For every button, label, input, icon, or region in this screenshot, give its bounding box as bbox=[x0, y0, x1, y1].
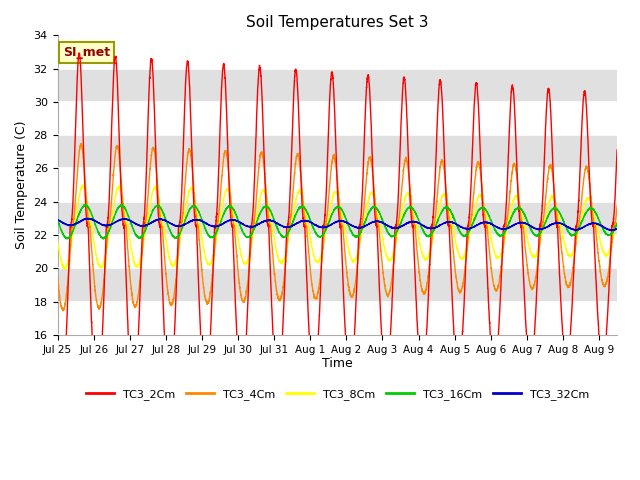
Bar bbox=[58, 135, 617, 168]
Line: TC3_16Cm: TC3_16Cm bbox=[58, 204, 617, 239]
TC3_8Cm bbox=[60, 266, 68, 272]
TC3_8Cm bbox=[202, 255, 210, 261]
TC3_4Cm bbox=[59, 308, 67, 313]
TC3_32Cm bbox=[96, 221, 104, 227]
TC3_32Cm bbox=[513, 220, 521, 226]
TC3_2Cm bbox=[564, 352, 572, 358]
TC3_8Cm bbox=[455, 251, 463, 257]
TC3_4Cm bbox=[54, 274, 61, 279]
TC3_8Cm bbox=[564, 252, 572, 258]
TC3_4Cm bbox=[222, 149, 230, 155]
TC3_8Cm bbox=[79, 182, 87, 188]
Line: TC3_32Cm: TC3_32Cm bbox=[58, 218, 617, 230]
Y-axis label: Soil Temperature (C): Soil Temperature (C) bbox=[15, 121, 28, 250]
TC3_16Cm bbox=[222, 206, 230, 212]
TC3_2Cm bbox=[96, 373, 104, 379]
Bar bbox=[58, 301, 617, 335]
TC3_4Cm bbox=[455, 287, 463, 293]
TC3_32Cm bbox=[84, 216, 92, 221]
TC3_32Cm bbox=[54, 216, 61, 222]
TC3_16Cm bbox=[54, 216, 61, 222]
TC3_8Cm bbox=[96, 264, 104, 269]
Title: Soil Temperatures Set 3: Soil Temperatures Set 3 bbox=[246, 15, 429, 30]
TC3_4Cm bbox=[202, 298, 210, 303]
TC3_2Cm bbox=[455, 370, 463, 375]
TC3_2Cm bbox=[76, 50, 83, 56]
Bar bbox=[58, 168, 617, 202]
TC3_16Cm bbox=[100, 236, 108, 242]
TC3_4Cm bbox=[613, 204, 621, 209]
Text: SI_met: SI_met bbox=[63, 46, 110, 59]
TC3_32Cm bbox=[455, 222, 463, 228]
Bar bbox=[58, 102, 617, 135]
Bar bbox=[58, 69, 617, 102]
TC3_16Cm bbox=[202, 228, 210, 233]
Bar bbox=[58, 268, 617, 301]
TC3_16Cm bbox=[81, 202, 89, 207]
TC3_32Cm bbox=[609, 228, 617, 233]
X-axis label: Time: Time bbox=[322, 358, 353, 371]
TC3_8Cm bbox=[613, 219, 621, 225]
TC3_16Cm bbox=[613, 220, 621, 226]
TC3_2Cm bbox=[613, 147, 621, 153]
TC3_16Cm bbox=[96, 232, 104, 238]
TC3_16Cm bbox=[455, 227, 463, 232]
Bar bbox=[58, 202, 617, 235]
Line: TC3_8Cm: TC3_8Cm bbox=[58, 185, 617, 269]
Line: TC3_2Cm: TC3_2Cm bbox=[58, 53, 617, 402]
TC3_2Cm bbox=[58, 399, 65, 405]
TC3_16Cm bbox=[513, 206, 521, 212]
Legend: TC3_2Cm, TC3_4Cm, TC3_8Cm, TC3_16Cm, TC3_32Cm: TC3_2Cm, TC3_4Cm, TC3_8Cm, TC3_16Cm, TC3… bbox=[81, 384, 593, 404]
TC3_32Cm bbox=[564, 225, 572, 230]
TC3_2Cm bbox=[222, 99, 230, 105]
TC3_16Cm bbox=[564, 229, 572, 235]
TC3_4Cm bbox=[564, 284, 572, 290]
TC3_8Cm bbox=[222, 187, 230, 193]
TC3_32Cm bbox=[613, 226, 621, 232]
TC3_4Cm bbox=[513, 177, 521, 183]
TC3_32Cm bbox=[202, 220, 209, 226]
Bar bbox=[58, 36, 617, 69]
TC3_4Cm bbox=[96, 303, 104, 309]
TC3_2Cm bbox=[513, 171, 521, 177]
TC3_8Cm bbox=[54, 237, 61, 243]
TC3_32Cm bbox=[222, 219, 230, 225]
Line: TC3_4Cm: TC3_4Cm bbox=[58, 144, 617, 311]
TC3_2Cm bbox=[54, 364, 61, 370]
TC3_2Cm bbox=[202, 388, 210, 394]
TC3_4Cm bbox=[77, 141, 85, 146]
TC3_8Cm bbox=[513, 194, 521, 200]
Bar bbox=[58, 235, 617, 268]
